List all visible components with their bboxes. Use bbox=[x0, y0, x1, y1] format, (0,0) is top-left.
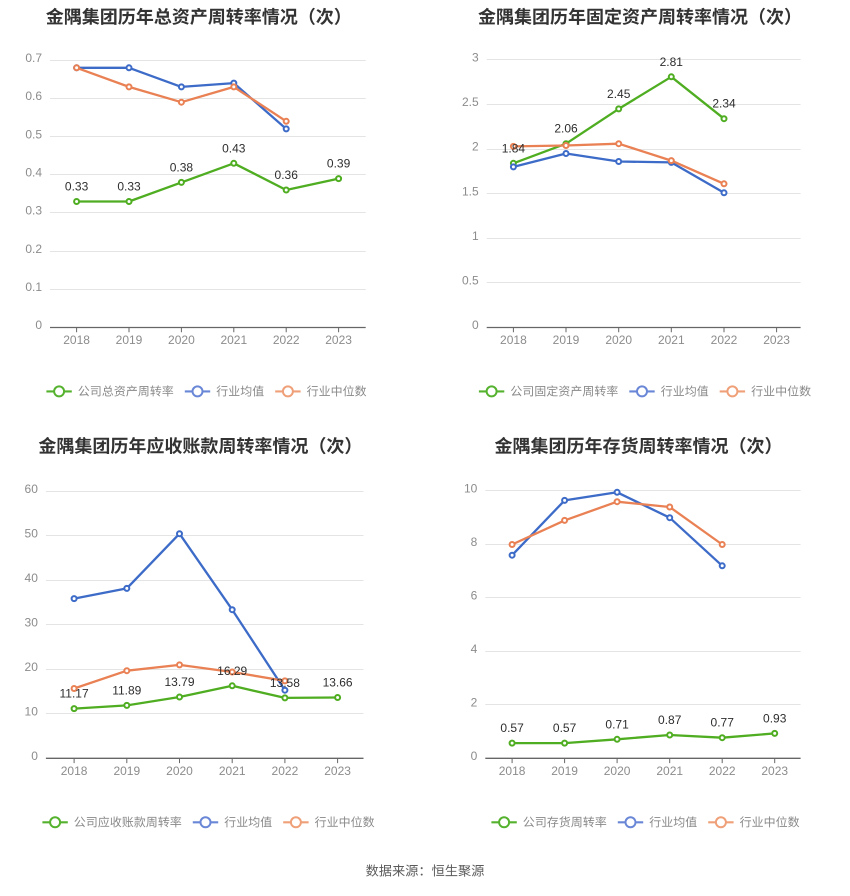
svg-text:60: 60 bbox=[25, 482, 39, 496]
svg-text:2019: 2019 bbox=[551, 764, 578, 778]
svg-text:0.57: 0.57 bbox=[500, 721, 524, 735]
svg-text:2022: 2022 bbox=[711, 333, 738, 347]
svg-text:6: 6 bbox=[471, 589, 478, 603]
svg-text:2021: 2021 bbox=[658, 333, 685, 347]
svg-text:13.79: 13.79 bbox=[164, 675, 194, 689]
svg-text:30: 30 bbox=[25, 616, 39, 630]
svg-text:0.5: 0.5 bbox=[462, 274, 479, 288]
svg-text:2018: 2018 bbox=[61, 764, 88, 778]
svg-text:13.66: 13.66 bbox=[323, 676, 353, 690]
svg-text:0.39: 0.39 bbox=[327, 157, 351, 171]
svg-text:0.93: 0.93 bbox=[763, 711, 787, 725]
svg-text:2018: 2018 bbox=[63, 333, 90, 347]
svg-text:2020: 2020 bbox=[604, 764, 631, 778]
svg-text:2021: 2021 bbox=[219, 764, 246, 778]
svg-text:2023: 2023 bbox=[324, 764, 351, 778]
svg-text:0.5: 0.5 bbox=[25, 127, 42, 141]
svg-text:0.33: 0.33 bbox=[65, 180, 89, 194]
svg-text:10: 10 bbox=[464, 482, 478, 496]
svg-text:2023: 2023 bbox=[763, 333, 790, 347]
svg-text:0.6: 0.6 bbox=[25, 89, 42, 103]
svg-text:3: 3 bbox=[472, 51, 479, 65]
svg-text:16.29: 16.29 bbox=[217, 664, 247, 678]
svg-text:2019: 2019 bbox=[116, 333, 143, 347]
svg-text:2023: 2023 bbox=[325, 333, 352, 347]
svg-text:2: 2 bbox=[472, 140, 479, 154]
svg-text:0.1: 0.1 bbox=[25, 280, 42, 294]
svg-text:2022: 2022 bbox=[273, 333, 300, 347]
svg-text:0: 0 bbox=[471, 749, 478, 763]
svg-text:0.71: 0.71 bbox=[605, 717, 629, 731]
svg-text:0.4: 0.4 bbox=[25, 165, 42, 179]
svg-text:0.2: 0.2 bbox=[25, 242, 42, 256]
svg-text:0.38: 0.38 bbox=[170, 160, 194, 174]
svg-text:0.3: 0.3 bbox=[25, 204, 42, 218]
svg-text:8: 8 bbox=[471, 535, 478, 549]
svg-text:2.34: 2.34 bbox=[712, 97, 736, 111]
svg-text:11.89: 11.89 bbox=[112, 683, 141, 697]
svg-text:10: 10 bbox=[25, 705, 39, 719]
svg-text:2.06: 2.06 bbox=[554, 122, 578, 136]
svg-text:1: 1 bbox=[472, 229, 479, 243]
svg-text:2: 2 bbox=[471, 696, 478, 710]
svg-text:1.84: 1.84 bbox=[502, 141, 526, 155]
svg-text:2022: 2022 bbox=[272, 764, 299, 778]
svg-text:11.17: 11.17 bbox=[60, 687, 89, 701]
svg-text:50: 50 bbox=[25, 527, 39, 541]
svg-text:40: 40 bbox=[25, 571, 39, 585]
svg-text:2018: 2018 bbox=[500, 333, 527, 347]
svg-text:0.7: 0.7 bbox=[25, 51, 42, 65]
svg-text:0: 0 bbox=[31, 749, 38, 763]
svg-text:0: 0 bbox=[472, 318, 479, 332]
svg-text:2020: 2020 bbox=[166, 764, 193, 778]
svg-text:2020: 2020 bbox=[168, 333, 195, 347]
svg-text:2.5: 2.5 bbox=[462, 95, 479, 109]
svg-text:0.33: 0.33 bbox=[117, 180, 141, 194]
svg-text:2023: 2023 bbox=[761, 764, 788, 778]
svg-text:2018: 2018 bbox=[499, 764, 526, 778]
svg-text:0.87: 0.87 bbox=[658, 713, 682, 727]
svg-text:2.81: 2.81 bbox=[660, 55, 684, 69]
svg-text:2021: 2021 bbox=[220, 333, 247, 347]
svg-text:2022: 2022 bbox=[709, 764, 736, 778]
svg-text:1.5: 1.5 bbox=[462, 184, 479, 198]
svg-text:0.36: 0.36 bbox=[275, 168, 299, 182]
svg-text:2.45: 2.45 bbox=[607, 87, 631, 101]
svg-text:13.58: 13.58 bbox=[270, 676, 300, 690]
svg-text:0: 0 bbox=[35, 318, 42, 332]
svg-text:0.77: 0.77 bbox=[711, 716, 735, 730]
svg-text:4: 4 bbox=[471, 642, 478, 656]
svg-text:2019: 2019 bbox=[113, 764, 140, 778]
svg-text:2021: 2021 bbox=[656, 764, 683, 778]
svg-text:0.57: 0.57 bbox=[553, 721, 577, 735]
svg-text:2019: 2019 bbox=[553, 333, 580, 347]
svg-text:2020: 2020 bbox=[605, 333, 632, 347]
svg-text:20: 20 bbox=[25, 660, 39, 674]
svg-text:0.43: 0.43 bbox=[222, 141, 246, 155]
